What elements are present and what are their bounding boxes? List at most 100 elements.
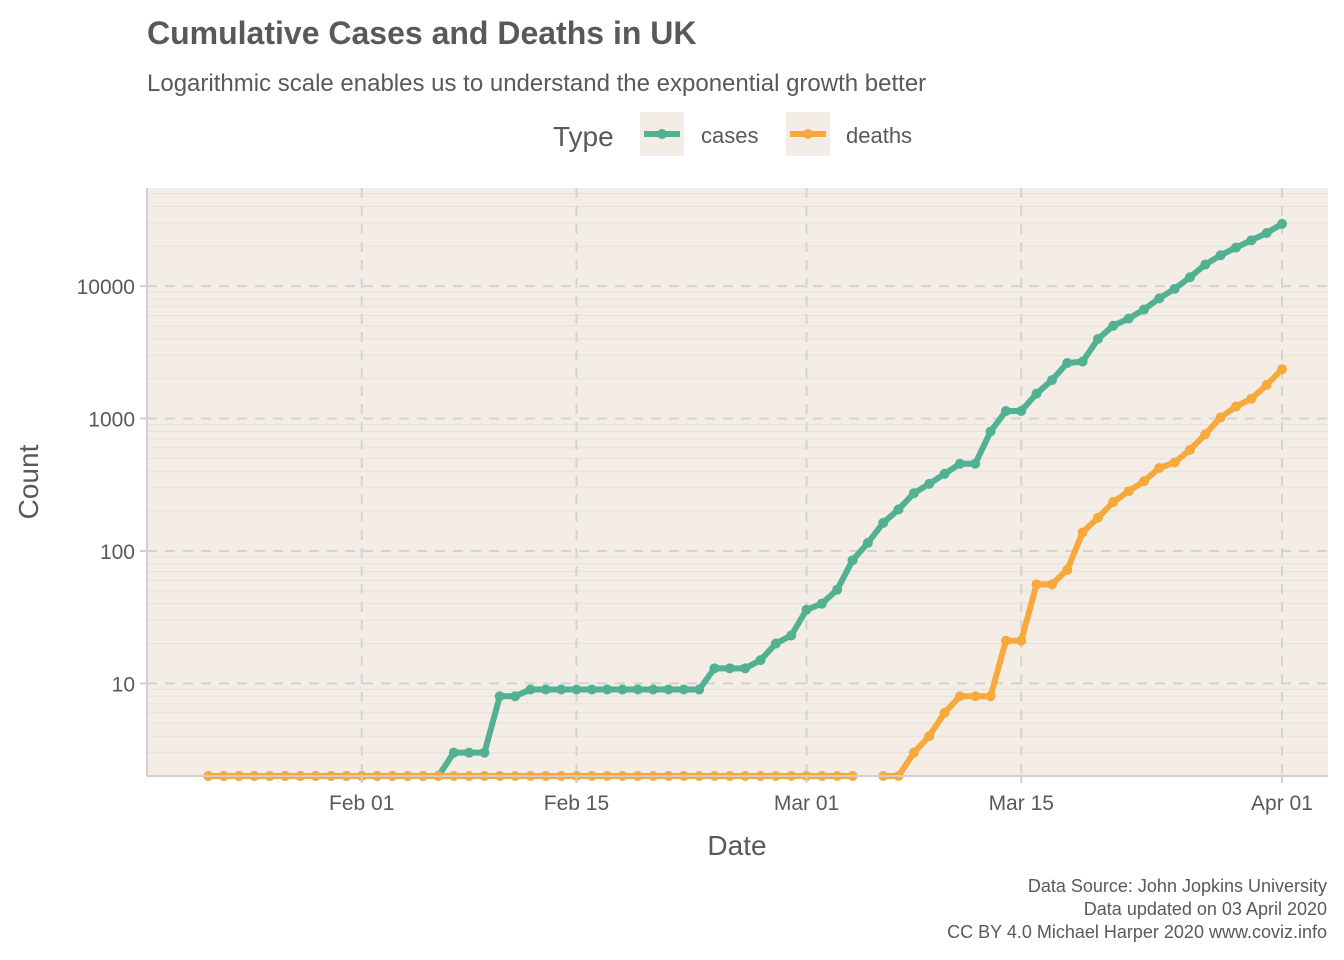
cases-point: [586, 684, 597, 695]
cases-point: [464, 747, 475, 758]
plot-panel: [147, 188, 1328, 776]
cases-point: [1000, 405, 1011, 416]
deaths-point: [924, 731, 935, 742]
cases-point: [678, 684, 689, 695]
cases-point: [1062, 357, 1073, 368]
deaths-point: [1246, 393, 1257, 404]
deaths-point: [1138, 476, 1149, 487]
cases-point: [617, 684, 628, 695]
y-tick-label: 10000: [77, 276, 135, 299]
cases-point: [1123, 313, 1134, 324]
x-axis-title: Date: [707, 830, 766, 861]
cases-point: [755, 655, 766, 666]
cases-point: [602, 684, 613, 695]
y-tick-label: 100: [100, 541, 135, 564]
cases-point: [939, 468, 950, 479]
deaths-point: [1016, 635, 1027, 646]
cases-point: [1276, 218, 1287, 229]
cases-point: [632, 684, 643, 695]
legend-label-deaths: deaths: [846, 123, 912, 148]
cases-point: [1092, 334, 1103, 345]
cases-point: [786, 630, 797, 641]
cases-point: [525, 684, 536, 695]
caption-line-1: Data Source: John Jopkins University: [1028, 876, 1327, 896]
cases-point: [924, 478, 935, 489]
x-tick-label: Feb 15: [544, 792, 609, 815]
cases-point: [740, 663, 751, 674]
deaths-point: [1154, 463, 1165, 474]
cases-point: [556, 684, 567, 695]
grid-minor: [147, 192, 1328, 754]
y-tick-label: 10: [112, 673, 135, 696]
deaths-point: [1230, 401, 1241, 412]
y-axis-ticks: 10 100 1000 10000: [77, 276, 147, 696]
cases-point: [1138, 304, 1149, 315]
chart-subtitle: Logarithmic scale enables us to understa…: [147, 70, 926, 97]
deaths-point: [1215, 412, 1226, 423]
deaths-point: [1077, 527, 1088, 538]
cases-point: [970, 458, 981, 469]
legend-title: Type: [553, 121, 614, 152]
cases-point: [1169, 283, 1180, 294]
cases-point: [510, 691, 521, 702]
cases-point: [908, 488, 919, 499]
cases-point: [893, 504, 904, 515]
x-tick-label: Mar 15: [989, 792, 1054, 815]
caption: Data Source: John Jopkins University Dat…: [947, 876, 1327, 942]
deaths-point: [1123, 486, 1134, 497]
cases-point: [709, 663, 720, 674]
legend-key-cases: [640, 112, 684, 156]
cases-point: [862, 537, 873, 548]
deaths-point: [970, 691, 981, 702]
legend-dot-cases: [657, 129, 667, 139]
y-tick-label: 1000: [88, 409, 135, 432]
cases-point: [1046, 375, 1057, 386]
deaths-point: [1046, 579, 1057, 590]
deaths-point: [1261, 379, 1272, 390]
cases-point: [1215, 250, 1226, 261]
x-axis-ticks: Feb 01 Feb 15 Mar 01 Mar 15 Apr 01: [329, 776, 1313, 815]
cases-point: [832, 584, 843, 595]
deaths-point: [985, 691, 996, 702]
cases-point: [1261, 228, 1272, 239]
cases-point: [985, 426, 996, 437]
caption-line-3: CC BY 4.0 Michael Harper 2020 www.coviz.…: [947, 922, 1327, 942]
legend-label-cases: cases: [701, 123, 758, 148]
legend-dot-deaths: [803, 129, 813, 139]
deaths-point: [1169, 457, 1180, 468]
cases-point: [1108, 320, 1119, 331]
x-tick-label: Feb 01: [329, 792, 394, 815]
chart-title: Cumulative Cases and Deaths in UK: [147, 15, 696, 51]
cases-point: [540, 684, 551, 695]
x-tick-label: Apr 01: [1251, 792, 1313, 815]
cases-point: [494, 691, 505, 702]
deaths-point: [1092, 512, 1103, 523]
deaths-point: [1108, 497, 1119, 508]
cases-point: [847, 555, 858, 566]
cases-point: [878, 517, 889, 528]
deaths-point: [1200, 429, 1211, 440]
cases-point: [1200, 259, 1211, 270]
y-axis-title: Count: [13, 444, 44, 519]
legend-key-deaths: [786, 112, 830, 156]
deaths-point: [1276, 364, 1287, 375]
cases-point: [1184, 272, 1195, 283]
cases-point: [801, 604, 812, 615]
cases-point: [1077, 356, 1088, 367]
deaths-point: [1062, 564, 1073, 575]
deaths-point: [1031, 579, 1042, 590]
deaths-point: [939, 707, 950, 718]
cases-point: [648, 684, 659, 695]
x-tick-label: Mar 01: [774, 792, 839, 815]
cases-point: [770, 638, 781, 649]
cases-point: [816, 598, 827, 609]
cases-point: [1154, 293, 1165, 304]
grid-major: [147, 188, 1328, 776]
caption-line-2: Data updated on 03 April 2020: [1084, 899, 1327, 919]
cases-point: [1230, 242, 1241, 253]
cases-point: [479, 747, 490, 758]
cases-point: [448, 747, 459, 758]
cases-point: [663, 684, 674, 695]
cases-point: [724, 663, 735, 674]
